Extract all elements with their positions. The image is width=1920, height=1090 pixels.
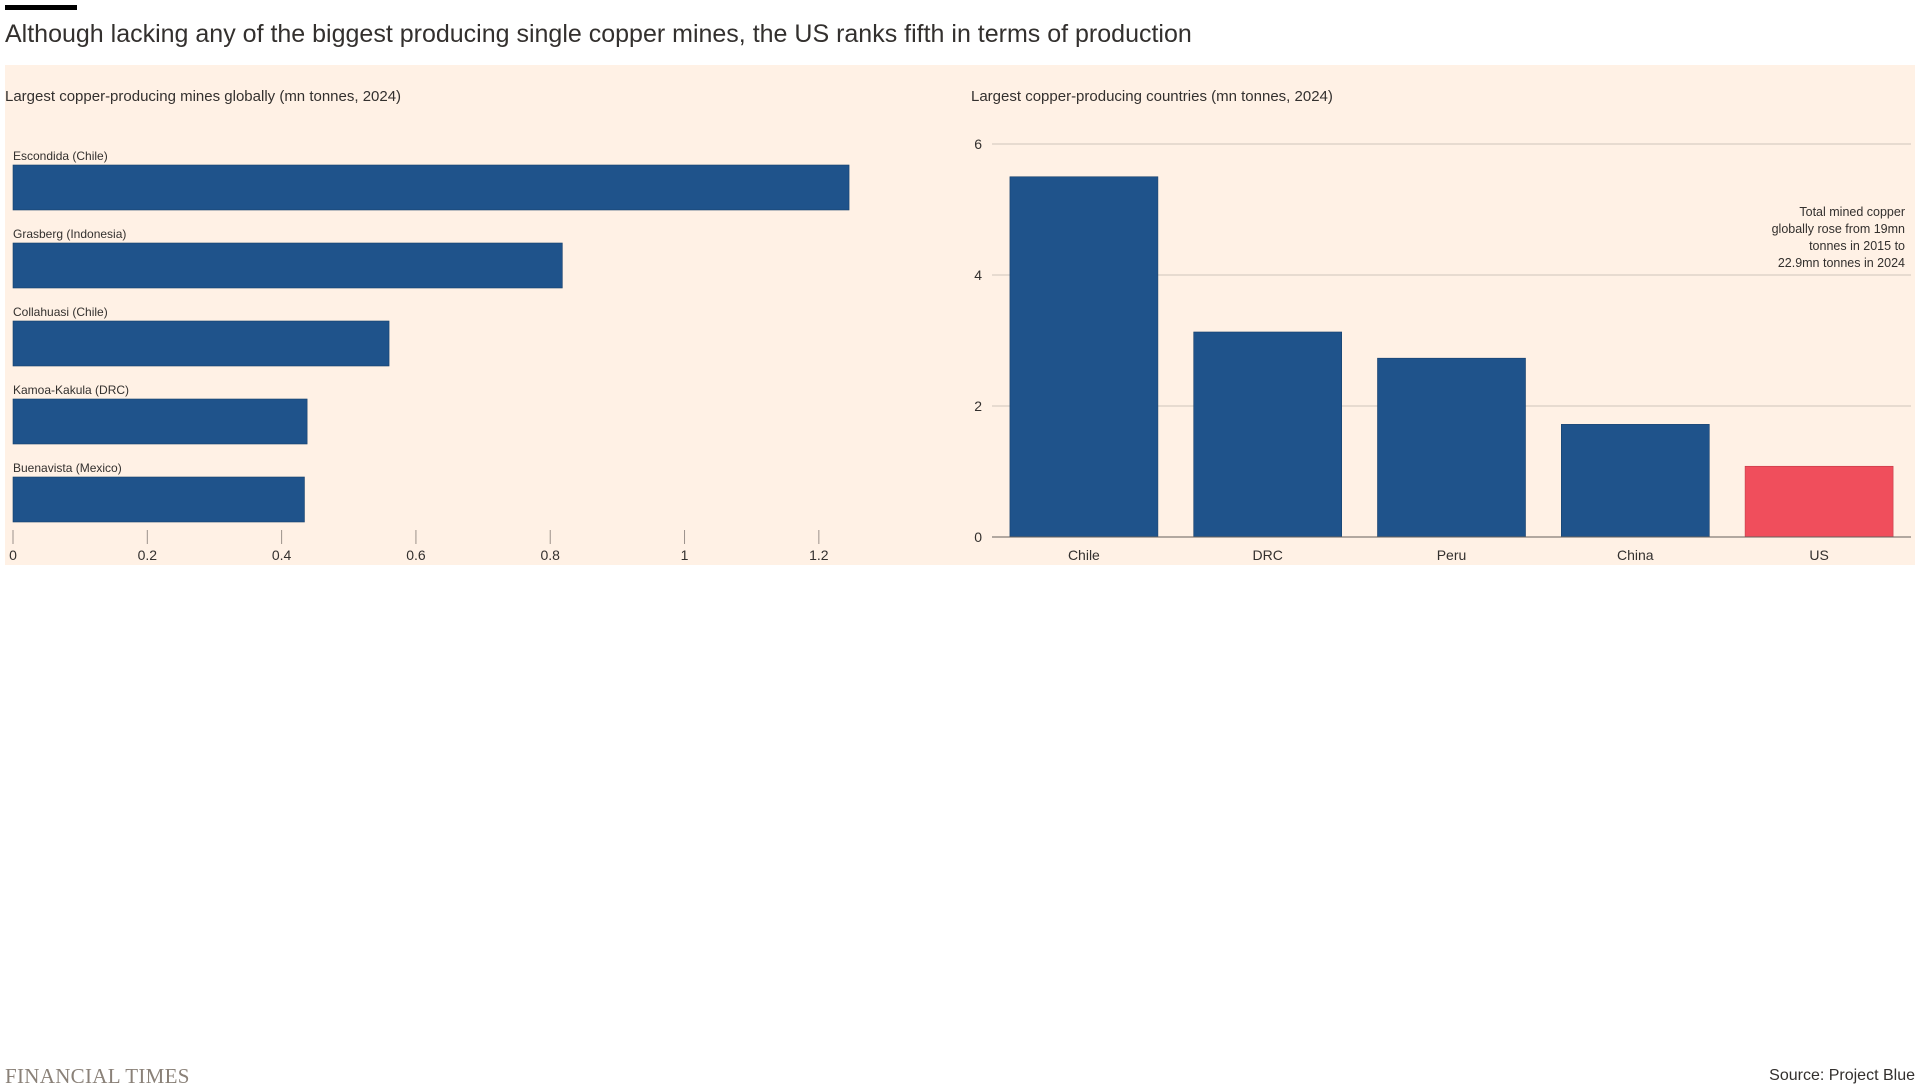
source-note: Source: Project Blue — [1769, 1067, 1915, 1084]
x-category-label: China — [1617, 547, 1654, 563]
page-title: Although lacking any of the biggest prod… — [5, 20, 1192, 48]
chart-panel: Largest copper-producing mines globally … — [5, 65, 1915, 565]
y-tick-label: 6 — [974, 136, 982, 152]
country-bar — [1744, 465, 1894, 538]
annotation-line: 22.9mn tonnes in 2024 — [1778, 256, 1905, 270]
country-bar — [1009, 176, 1159, 538]
mine-bar — [12, 320, 390, 367]
x-tick-label: 0 — [9, 547, 17, 563]
annotation-line: Total mined copper — [1799, 205, 1905, 219]
country-bar — [1561, 424, 1710, 538]
x-tick-label: 1.2 — [809, 547, 829, 563]
x-category-label: Chile — [1068, 547, 1100, 563]
mine-bar — [12, 164, 850, 211]
y-tick-label: 0 — [974, 529, 982, 545]
x-category-label: US — [1809, 547, 1828, 563]
mine-bar — [12, 398, 308, 445]
x-tick-label: 0.4 — [272, 547, 292, 563]
countries-chart: Largest copper-producing countries (mn t… — [971, 88, 1911, 563]
x-tick-label: 0.8 — [540, 547, 560, 563]
y-tick-label: 2 — [974, 398, 982, 414]
annotation-line: tonnes in 2015 to — [1809, 239, 1905, 253]
countries-chart-title: Largest copper-producing countries (mn t… — [971, 88, 1333, 105]
mine-label: Escondida (Chile) — [13, 149, 108, 163]
country-bar — [1193, 331, 1342, 538]
x-category-label: Peru — [1437, 547, 1467, 563]
mines-chart-title: Largest copper-producing mines globally … — [5, 88, 401, 105]
x-category-label: DRC — [1253, 547, 1283, 563]
x-tick-label: 0.2 — [138, 547, 158, 563]
mine-bar — [12, 476, 305, 523]
ft-logo: FINANCIAL TIMES — [5, 1064, 190, 1088]
x-tick-label: 1 — [681, 547, 689, 563]
y-tick-label: 4 — [974, 267, 982, 283]
mine-label: Kamoa-Kakula (DRC) — [13, 383, 129, 397]
mine-label: Collahuasi (Chile) — [13, 305, 108, 319]
mine-label: Buenavista (Mexico) — [13, 461, 122, 475]
mine-label: Grasberg (Indonesia) — [13, 227, 126, 241]
x-tick-label: 0.6 — [406, 547, 426, 563]
top-rule — [5, 5, 77, 10]
annotation-text: Total mined copper globally rose from 19m… — [1772, 205, 1905, 270]
mine-bar — [12, 242, 563, 289]
mines-chart: Largest copper-producing mines globally … — [5, 88, 850, 563]
annotation-line: globally rose from 19mn — [1772, 222, 1905, 236]
country-bar — [1377, 357, 1526, 538]
